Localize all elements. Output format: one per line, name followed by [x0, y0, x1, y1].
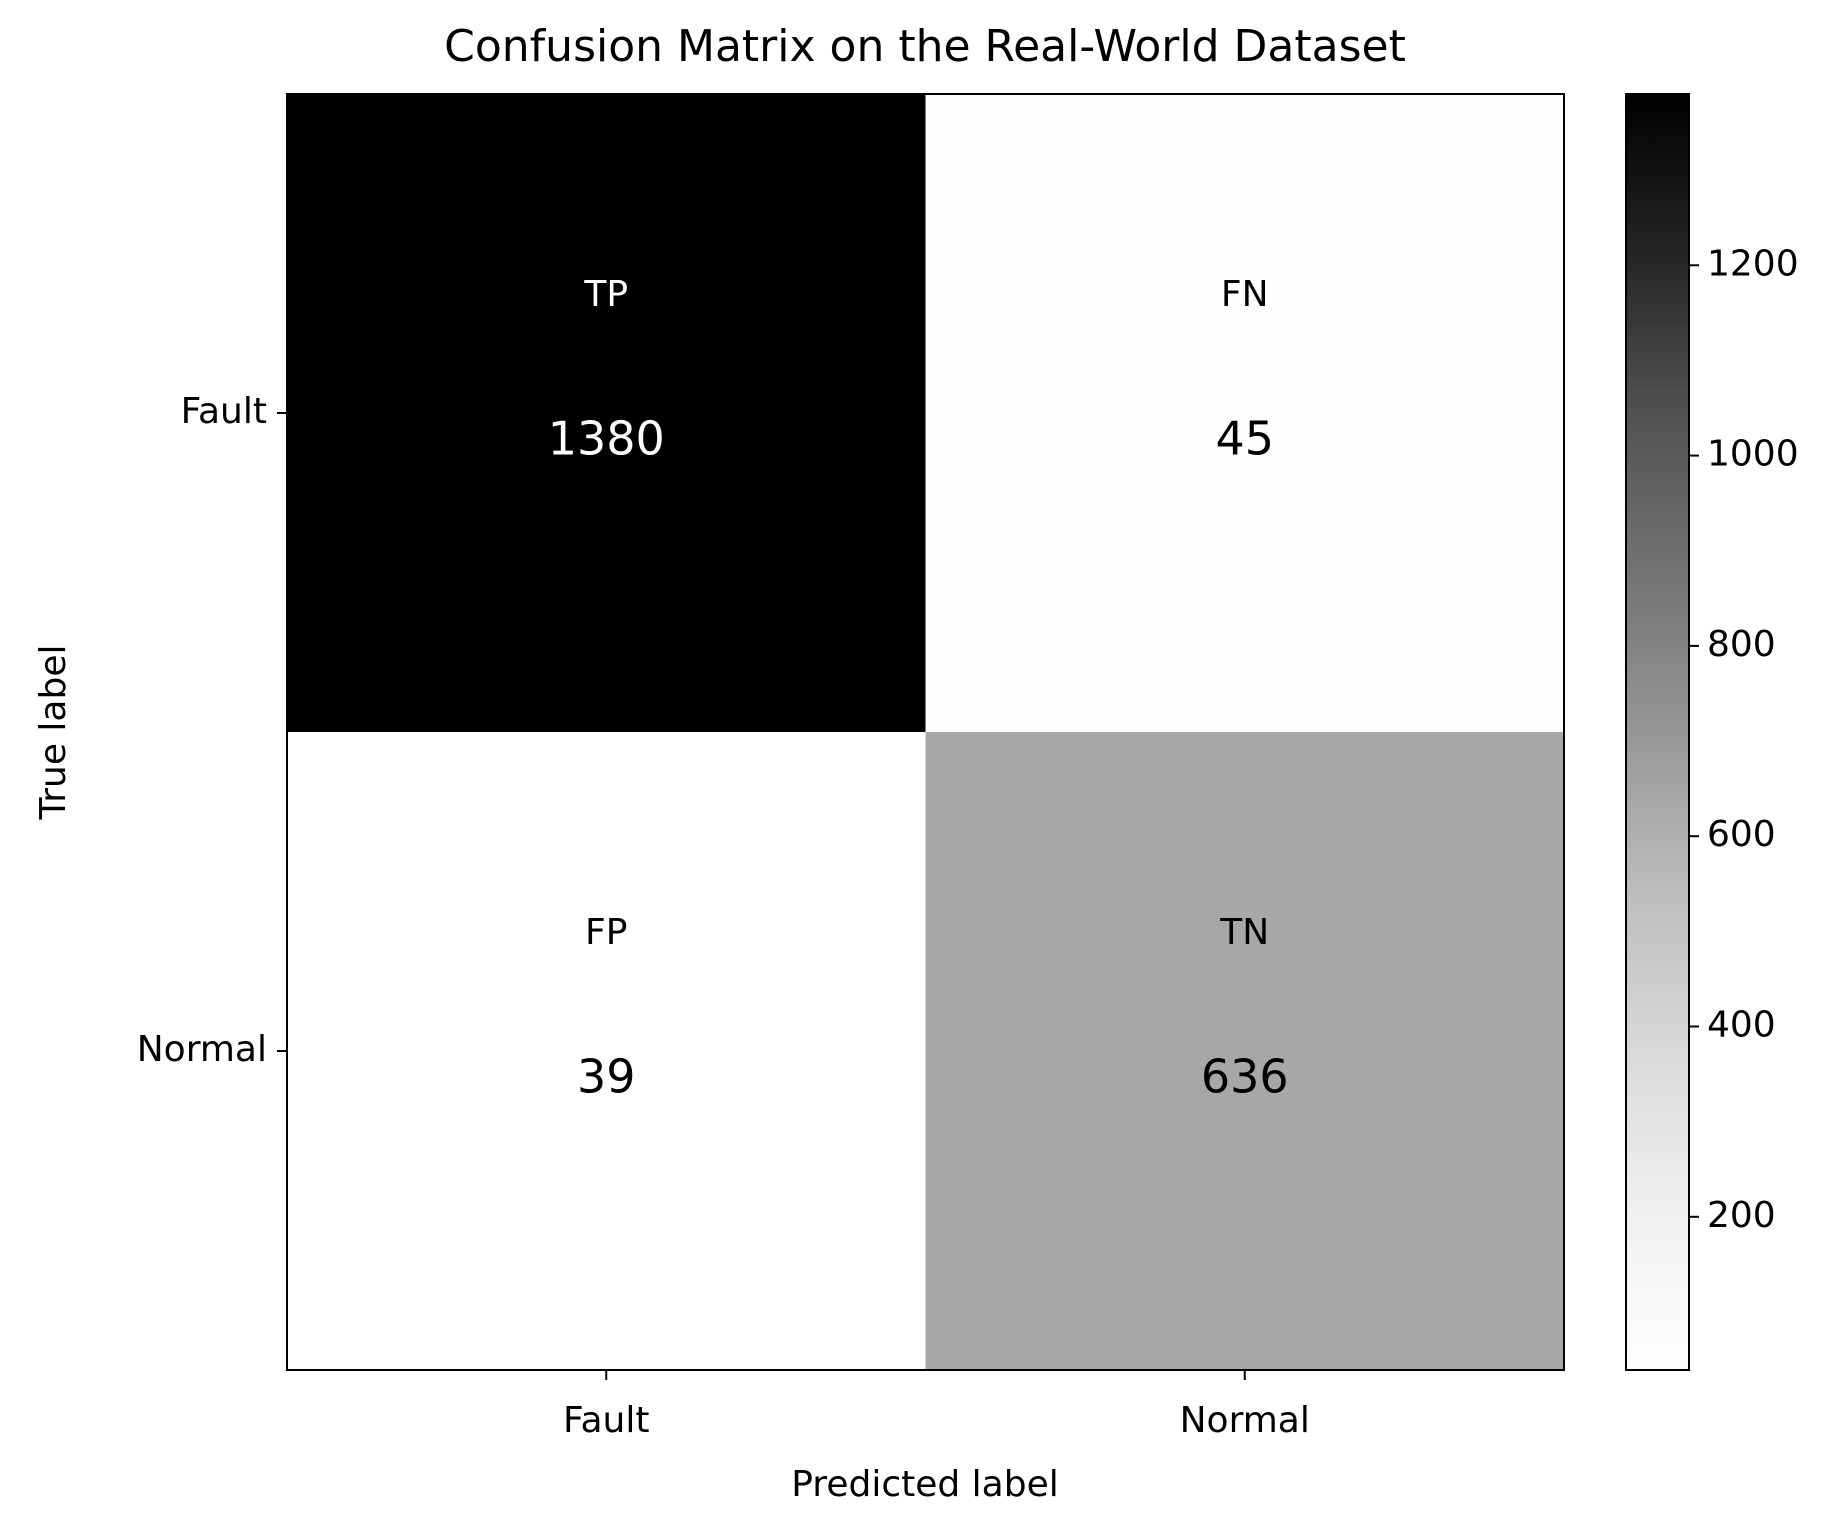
colorbar-tick-label: 1200 [1707, 243, 1799, 284]
heatmap-cell [287, 732, 926, 1370]
cell-label: TP [583, 274, 628, 315]
chart-title: Confusion Matrix on the Real-World Datas… [444, 21, 1406, 72]
cell-label: TN [1219, 912, 1269, 953]
colorbar-tick-label: 600 [1707, 814, 1776, 855]
colorbar [1625, 93, 1690, 1371]
heatmap-cell [287, 94, 926, 732]
colorbar-tick-label: 200 [1707, 1195, 1776, 1236]
colorbar-tick-label: 400 [1707, 1004, 1776, 1045]
y-tick-label: Fault [181, 391, 267, 432]
y-tick-label: Normal [137, 1029, 267, 1070]
y-axis-label: True label [33, 645, 74, 821]
cell-label: FN [1221, 274, 1269, 315]
cell-value: 45 [1215, 412, 1274, 466]
x-tick-label: Fault [563, 1400, 649, 1441]
cell-value: 1380 [548, 412, 665, 466]
x-axis-label: Predicted label [791, 1464, 1059, 1505]
colorbar-tick-label: 800 [1707, 624, 1776, 665]
cell-value: 636 [1201, 1050, 1289, 1104]
cell-label: FP [585, 912, 627, 953]
colorbar-tick-label: 1000 [1707, 434, 1799, 475]
plot-frame [286, 93, 1565, 1371]
x-tick-label: Normal [1180, 1400, 1310, 1441]
cell-value: 39 [577, 1050, 636, 1104]
heatmap-cell [925, 94, 1564, 732]
heatmap-cell [925, 732, 1564, 1370]
